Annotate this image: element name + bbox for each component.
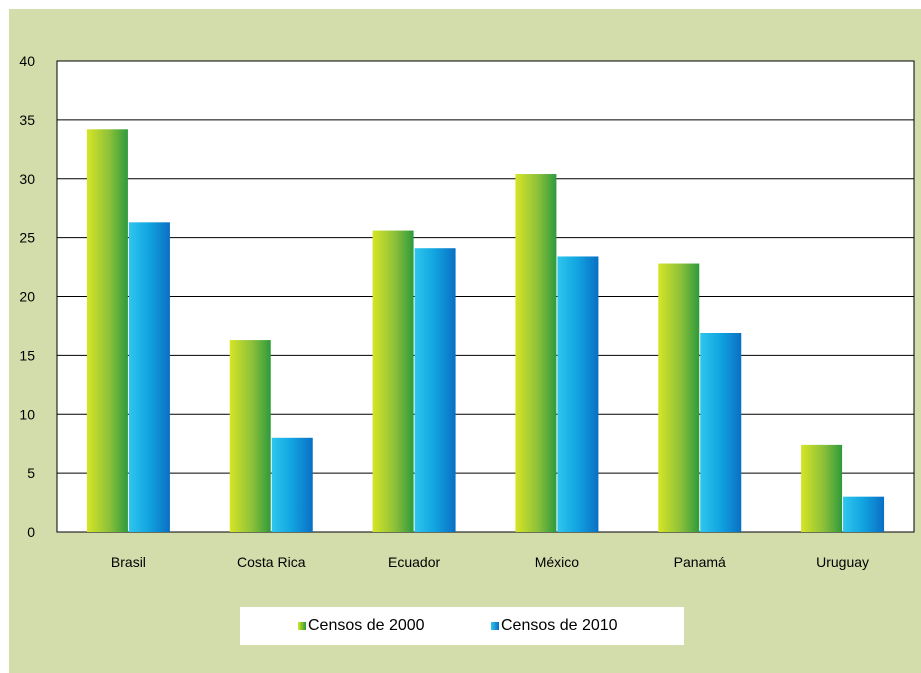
legend-swatch-2000 [298, 622, 306, 630]
bar-2010-3 [557, 256, 599, 532]
bar-2000-0 [86, 129, 128, 533]
bar-2010-0 [128, 222, 170, 532]
bar-2010-2 [414, 248, 456, 532]
y-tick-label: 5 [27, 465, 35, 481]
x-tick-label: Ecuador [388, 554, 440, 570]
legend: Censos de 2000 Censos de 2010 [240, 607, 684, 645]
y-tick-label: 40 [19, 53, 35, 69]
x-tick-label: Uruguay [816, 554, 869, 570]
bar-2000-2 [372, 230, 414, 532]
bar-2000-1 [229, 340, 271, 532]
legend-label-2010: Censos de 2010 [501, 617, 618, 634]
y-tick-label: 15 [19, 347, 35, 363]
x-tick-label: Brasil [111, 554, 146, 570]
y-tick-label: 0 [27, 524, 35, 540]
bar-2010-5 [843, 496, 885, 532]
y-tick-label: 20 [19, 289, 35, 305]
bar-2000-5 [801, 444, 843, 532]
y-tick-label: 25 [19, 230, 35, 246]
x-tick-label: Costa Rica [237, 554, 306, 570]
legend-swatch-2010 [491, 622, 499, 630]
x-tick-label: México [535, 554, 580, 570]
x-tick-label: Panamá [674, 554, 726, 570]
bar-2010-4 [700, 333, 742, 532]
y-tick-label: 10 [19, 406, 35, 422]
legend-label-2000: Censos de 2000 [308, 617, 425, 634]
bar-2000-3 [515, 174, 557, 533]
bar-2010-1 [271, 437, 313, 532]
y-tick-label: 35 [19, 112, 35, 128]
bar-2000-4 [658, 263, 700, 532]
y-tick-label: 30 [19, 171, 35, 187]
